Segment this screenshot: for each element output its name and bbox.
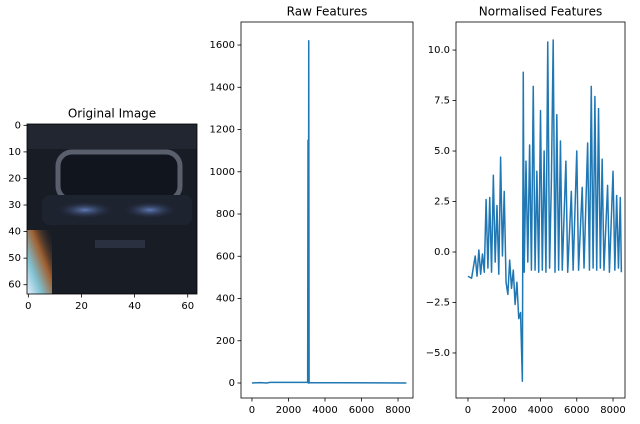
y-tick-label: 20 — [8, 173, 21, 184]
x-tick-label: 6000 — [349, 405, 374, 416]
y-tick-label: 2.5 — [434, 197, 450, 208]
x-tick-label: 2000 — [492, 405, 517, 416]
y-tick-label: 1400 — [210, 82, 235, 93]
y-tick-label: 10.0 — [428, 45, 450, 56]
y-tick-label: 30 — [8, 200, 21, 211]
car-image — [27, 124, 197, 294]
y-tick-label: 600 — [216, 251, 235, 262]
x-tick-label: 4000 — [528, 405, 553, 416]
y-tick-label: 60 — [8, 280, 21, 291]
x-tick-label: 4000 — [312, 405, 337, 416]
axes-title: Normalised Features — [479, 5, 602, 19]
y-tick-label: −5.0 — [426, 348, 450, 359]
x-tick-label: 20 — [75, 301, 88, 312]
x-tick-label: 2000 — [276, 405, 301, 416]
y-tick-label: 800 — [216, 209, 235, 220]
y-tick-label: 40 — [8, 227, 21, 238]
x-tick-label: 0 — [465, 405, 471, 416]
line-series — [251, 40, 407, 384]
axes-title: Original Image — [68, 107, 156, 121]
x-tick-label: 6000 — [564, 405, 589, 416]
x-tick-label: 8000 — [600, 405, 625, 416]
x-tick-label: 8000 — [385, 405, 410, 416]
axes-frame — [26, 123, 198, 295]
axes-title: Raw Features — [287, 5, 368, 19]
y-tick-label: 1200 — [210, 125, 235, 136]
x-tick-label: 60 — [181, 301, 194, 312]
y-tick-label: 1000 — [210, 167, 235, 178]
y-tick-label: 7.5 — [434, 96, 450, 107]
line-series — [467, 39, 623, 382]
x-tick-label: 40 — [128, 301, 141, 312]
y-tick-label: 200 — [216, 336, 235, 347]
y-tick-label: −2.5 — [426, 297, 450, 308]
y-tick-label: 50 — [8, 253, 21, 264]
y-tick-label: 0 — [229, 378, 235, 389]
axes-frame — [240, 21, 414, 399]
y-tick-label: 10 — [8, 147, 21, 158]
y-tick-label: 400 — [216, 294, 235, 305]
x-tick-label: 0 — [25, 301, 31, 312]
y-tick-label: 1600 — [210, 40, 235, 51]
y-tick-label: 5.0 — [434, 146, 450, 157]
x-tick-label: 0 — [249, 405, 255, 416]
y-tick-label: 0 — [15, 120, 21, 131]
y-tick-label: 0.0 — [434, 247, 450, 258]
